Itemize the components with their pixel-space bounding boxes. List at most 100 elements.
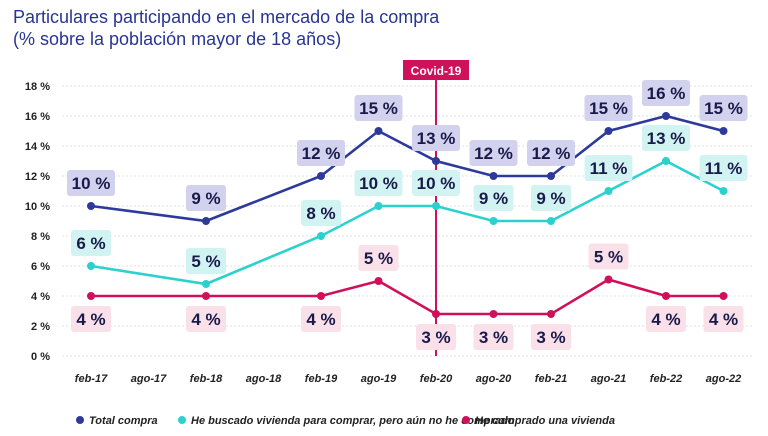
legend-label: Total compra bbox=[89, 415, 158, 427]
data-label: 11 % bbox=[590, 159, 628, 178]
data-label-bg bbox=[527, 140, 575, 166]
covid-label-box bbox=[403, 60, 469, 80]
data-label-bg bbox=[642, 125, 690, 151]
legend-label: He comprado una vivienda bbox=[475, 415, 615, 427]
x-tick-label: feb-18 bbox=[190, 373, 223, 385]
data-label: 4 % bbox=[709, 310, 738, 329]
data-label-bg bbox=[412, 125, 460, 151]
x-tick-label: ago-17 bbox=[131, 373, 167, 385]
data-label-bg bbox=[469, 140, 518, 166]
data-label-bg bbox=[588, 243, 629, 270]
y-tick-label: 4 % bbox=[31, 291, 50, 303]
data-point bbox=[202, 292, 210, 300]
data-point bbox=[317, 232, 325, 240]
data-point bbox=[202, 280, 210, 288]
data-point bbox=[719, 187, 728, 195]
y-tick-label: 16 % bbox=[25, 111, 50, 123]
data-label-bg bbox=[699, 95, 748, 121]
series-line bbox=[90, 114, 724, 223]
data-point bbox=[87, 202, 95, 210]
data-point bbox=[547, 172, 555, 180]
data-label-bg bbox=[354, 95, 403, 121]
data-label: 9 % bbox=[536, 189, 565, 208]
data-point bbox=[432, 310, 440, 318]
x-tick-label: ago-19 bbox=[361, 373, 397, 385]
data-label: 4 % bbox=[651, 310, 680, 329]
series-line bbox=[91, 278, 724, 316]
data-label: 13 % bbox=[647, 129, 686, 148]
data-label: 3 % bbox=[536, 328, 565, 347]
data-label-bg bbox=[71, 306, 111, 332]
data-label: 4 % bbox=[306, 310, 335, 329]
data-point bbox=[317, 292, 325, 300]
data-label: 15 % bbox=[704, 99, 743, 118]
x-tick-label: feb-19 bbox=[305, 373, 338, 385]
legend-marker bbox=[76, 416, 84, 424]
legend-marker bbox=[178, 416, 186, 424]
data-point bbox=[662, 157, 670, 165]
data-label: 9 % bbox=[479, 189, 508, 208]
data-point bbox=[489, 310, 498, 318]
data-label: 13 % bbox=[417, 129, 456, 148]
data-point bbox=[662, 292, 670, 300]
legend-label: He buscado vivienda para comprar, pero a… bbox=[191, 415, 515, 427]
data-label-bg bbox=[186, 185, 226, 211]
data-label: 5 % bbox=[364, 249, 393, 268]
data-label-bg bbox=[186, 306, 226, 332]
data-label-bg bbox=[531, 324, 571, 350]
y-tick-label: 0 % bbox=[31, 351, 50, 363]
data-label-bg bbox=[473, 185, 514, 211]
data-label: 9 % bbox=[191, 189, 220, 208]
data-point bbox=[432, 157, 440, 165]
data-label-bg bbox=[584, 155, 633, 181]
data-label-bg bbox=[297, 140, 345, 166]
data-point bbox=[547, 310, 555, 318]
data-label: 11 % bbox=[705, 159, 743, 178]
data-point bbox=[547, 217, 555, 225]
covid-label: Covid-19 bbox=[411, 64, 462, 78]
data-point bbox=[87, 262, 95, 270]
data-label: 10 % bbox=[72, 174, 111, 193]
chart-title-block: Particulares participando en el mercado … bbox=[13, 6, 439, 50]
x-tick-label: ago-20 bbox=[476, 373, 512, 385]
data-point bbox=[489, 217, 498, 225]
data-label: 8 % bbox=[306, 204, 335, 223]
data-point bbox=[719, 292, 728, 300]
data-point bbox=[604, 187, 613, 195]
data-point bbox=[662, 112, 670, 120]
data-label-bg bbox=[416, 324, 456, 350]
x-tick-label: ago-18 bbox=[246, 373, 282, 385]
data-label: 12 % bbox=[302, 144, 341, 163]
data-label-bg bbox=[646, 306, 686, 332]
data-point bbox=[374, 127, 383, 135]
x-tick-label: feb-20 bbox=[420, 373, 453, 385]
data-label-bg bbox=[186, 248, 226, 274]
data-label: 3 % bbox=[421, 328, 450, 347]
data-label-bg bbox=[642, 80, 690, 106]
data-label-bg bbox=[699, 155, 748, 181]
data-label: 6 % bbox=[76, 234, 105, 253]
y-tick-label: 2 % bbox=[31, 321, 50, 333]
data-label-bg bbox=[584, 95, 633, 121]
y-tick-label: 6 % bbox=[31, 261, 50, 273]
y-tick-label: 14 % bbox=[25, 141, 50, 153]
data-point bbox=[604, 275, 613, 284]
data-point bbox=[87, 292, 95, 300]
data-point bbox=[432, 202, 440, 210]
data-label: 10 % bbox=[417, 174, 456, 193]
data-label: 4 % bbox=[191, 310, 220, 329]
data-label-bg bbox=[703, 306, 744, 332]
chart-title: Particulares participando en el mercado … bbox=[13, 7, 440, 27]
series-line bbox=[90, 159, 725, 286]
y-tick-label: 12 % bbox=[25, 171, 50, 183]
data-label-bg bbox=[412, 170, 460, 196]
data-point bbox=[604, 127, 613, 135]
x-tick-label: feb-22 bbox=[650, 373, 682, 385]
data-label: 10 % bbox=[359, 174, 398, 193]
data-label: 12 % bbox=[532, 144, 571, 163]
data-label: 15 % bbox=[359, 99, 398, 118]
data-label: 12 % bbox=[474, 144, 513, 163]
data-label-bg bbox=[301, 200, 341, 226]
chart-subtitle: (% sobre la población mayor de 18 años) bbox=[13, 29, 342, 49]
